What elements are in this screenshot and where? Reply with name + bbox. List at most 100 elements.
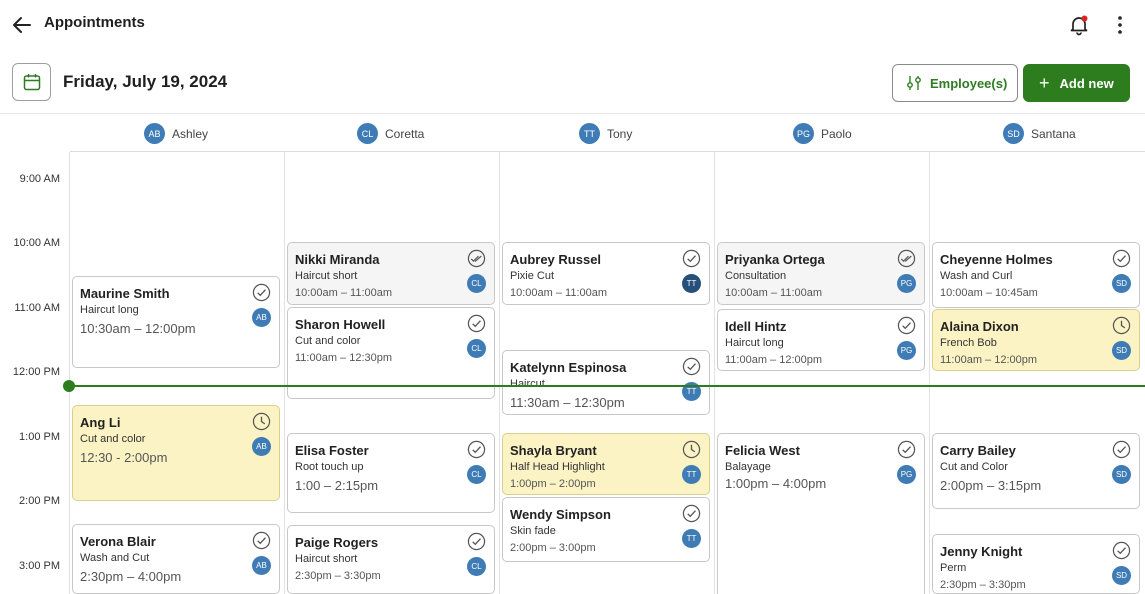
appointment-time: 1:00pm – 2:00pm bbox=[510, 478, 596, 490]
client-name: Jenny Knight bbox=[940, 544, 1023, 559]
employee-filter-label: Employee(s) bbox=[930, 75, 1008, 91]
avatar: SD bbox=[1003, 123, 1024, 144]
column-divider bbox=[929, 152, 930, 594]
appointment-card[interactable]: Sharon Howell Cut and color 11:00am – 12… bbox=[287, 307, 495, 399]
column-divider bbox=[714, 152, 715, 594]
client-name: Aubrey Russel bbox=[510, 252, 602, 267]
appointment-card[interactable]: Paige Rogers Haircut short 2:30pm – 3:30… bbox=[287, 525, 495, 594]
avatar: TT bbox=[579, 123, 600, 144]
check-circle-icon bbox=[682, 504, 701, 523]
avatar: CL bbox=[467, 557, 486, 576]
service-name: Cut and color bbox=[80, 433, 146, 445]
appointment-card[interactable]: Maurine Smith Haircut long 10:30am – 12:… bbox=[72, 276, 280, 368]
employee-coretta[interactable]: CL Coretta bbox=[357, 123, 424, 144]
avatar: PG bbox=[897, 341, 916, 360]
appointment-card[interactable]: Cheyenne Holmes Wash and Curl 10:00am – … bbox=[932, 242, 1140, 308]
service-name: Haircut long bbox=[80, 304, 139, 316]
appointment-time: 12:30 - 2:00pm bbox=[80, 450, 168, 465]
avatar: CL bbox=[357, 123, 378, 144]
client-name: Ang Li bbox=[80, 415, 121, 430]
client-name: Paige Rogers bbox=[295, 535, 379, 550]
service-name: Skin fade bbox=[510, 525, 556, 537]
client-name: Shayla Bryant bbox=[510, 443, 597, 458]
service-name: Root touch up bbox=[295, 461, 364, 473]
client-name: Idell Hintz bbox=[725, 319, 787, 334]
check-circle-icon bbox=[252, 283, 271, 302]
service-name: Cut and color bbox=[295, 335, 361, 347]
service-name: Pixie Cut bbox=[510, 270, 555, 282]
employee-name: Paolo bbox=[821, 126, 852, 141]
avatar: AB bbox=[144, 123, 165, 144]
time-label: 1:00 PM bbox=[19, 431, 60, 443]
appointment-card[interactable]: Elisa Foster Root touch up 1:00 – 2:15pm… bbox=[287, 433, 495, 513]
avatar: TT bbox=[682, 465, 701, 484]
appointment-time: 2:00pm – 3:15pm bbox=[940, 478, 1042, 493]
client-name: Alaina Dixon bbox=[940, 319, 1019, 334]
appointment-time: 1:00pm – 4:00pm bbox=[725, 476, 827, 491]
service-name: Haircut short bbox=[295, 270, 358, 282]
employee-paolo[interactable]: PG Paolo bbox=[793, 123, 852, 144]
column-divider bbox=[69, 152, 70, 594]
check-circle-icon bbox=[1112, 249, 1131, 268]
service-name: Balayage bbox=[725, 461, 771, 473]
avatar: PG bbox=[793, 123, 814, 144]
avatar: PG bbox=[897, 274, 916, 293]
double-check-circle-icon bbox=[467, 249, 486, 268]
appointment-card[interactable]: Alaina Dixon French Bob 11:00am – 12:00p… bbox=[932, 309, 1140, 371]
employee-filter-button[interactable]: Employee(s) bbox=[892, 64, 1018, 102]
avatar: AB bbox=[252, 556, 271, 575]
avatar: SD bbox=[1112, 274, 1131, 293]
appointment-card[interactable]: Aubrey Russel Pixie Cut 10:00am – 11:00a… bbox=[502, 242, 710, 305]
appointment-card[interactable]: Ang Li Cut and color 12:30 - 2:00pm AB bbox=[72, 405, 280, 501]
employee-name: Coretta bbox=[385, 126, 425, 141]
service-name: Haircut short bbox=[295, 553, 358, 565]
client-name: Sharon Howell bbox=[295, 317, 386, 332]
client-name: Elisa Foster bbox=[295, 443, 369, 458]
client-name: Wendy Simpson bbox=[510, 507, 611, 522]
employee-santana[interactable]: SD Santana bbox=[1003, 123, 1076, 144]
back-arrow-icon[interactable] bbox=[10, 13, 34, 37]
service-name: Perm bbox=[940, 562, 967, 574]
check-circle-icon bbox=[897, 316, 916, 335]
appointment-card[interactable]: Wendy Simpson Skin fade 2:00pm – 3:00pm … bbox=[502, 497, 710, 562]
calendar-button[interactable] bbox=[12, 63, 51, 101]
appointment-card[interactable]: Katelynn Espinosa Haircut 11:30am – 12:3… bbox=[502, 350, 710, 415]
appointment-time: 1:00 – 2:15pm bbox=[295, 478, 379, 493]
schedule-grid: 9:00 AM 10:00 AM 11:00 AM 12:00 PM 1:00 … bbox=[0, 152, 1145, 594]
avatar: AB bbox=[252, 308, 271, 327]
service-name: Half Head Highlight bbox=[510, 461, 605, 473]
clock-icon bbox=[1112, 316, 1131, 335]
appointment-card[interactable]: Carry Bailey Cut and Color 2:00pm – 3:15… bbox=[932, 433, 1140, 509]
avatar: CL bbox=[467, 339, 486, 358]
client-name: Felicia West bbox=[725, 443, 800, 458]
avatar: AB bbox=[252, 437, 271, 456]
appointment-card[interactable]: Jenny Knight Perm 2:30pm – 3:30pm SD bbox=[932, 534, 1140, 594]
client-name: Nikki Miranda bbox=[295, 252, 380, 267]
appointment-card[interactable]: Felicia West Balayage 1:00pm – 4:00pm PG bbox=[717, 433, 925, 594]
appointment-card[interactable]: Nikki Miranda Haircut short 10:00am – 11… bbox=[287, 242, 495, 305]
add-new-button[interactable]: + Add new bbox=[1023, 64, 1130, 102]
employee-tony[interactable]: TT Tony bbox=[579, 123, 632, 144]
more-options-icon[interactable] bbox=[1110, 14, 1130, 36]
calendar-icon bbox=[23, 74, 40, 91]
employee-header: AB Ashley CL Coretta TT Tony PG Paolo SD… bbox=[70, 114, 1145, 152]
current-time-dot bbox=[63, 380, 75, 392]
column-divider bbox=[284, 152, 285, 594]
filter-sliders-icon bbox=[907, 76, 921, 90]
client-name: Cheyenne Holmes bbox=[940, 252, 1053, 267]
service-name: Wash and Cut bbox=[80, 552, 150, 564]
appointment-time: 10:00am – 11:00am bbox=[510, 287, 608, 299]
notification-bell-icon[interactable] bbox=[1068, 14, 1090, 36]
appointment-card[interactable]: Verona Blair Wash and Cut 2:30pm – 4:00p… bbox=[72, 524, 280, 594]
employee-ashley[interactable]: AB Ashley bbox=[144, 123, 208, 144]
add-new-label: Add new bbox=[1059, 75, 1114, 91]
appointment-card[interactable]: Priyanka Ortega Consultation 10:00am – 1… bbox=[717, 242, 925, 305]
top-bar: Appointments bbox=[0, 0, 1145, 48]
avatar: CL bbox=[467, 274, 486, 293]
appointment-card[interactable]: Idell Hintz Haircut long 11:00am – 12:00… bbox=[717, 309, 925, 371]
service-name: Cut and Color bbox=[940, 461, 1008, 473]
avatar: TT bbox=[682, 274, 701, 293]
service-name: Haircut bbox=[510, 378, 545, 390]
appointment-card[interactable]: Shayla Bryant Half Head Highlight 1:00pm… bbox=[502, 433, 710, 495]
check-circle-icon bbox=[467, 314, 486, 333]
